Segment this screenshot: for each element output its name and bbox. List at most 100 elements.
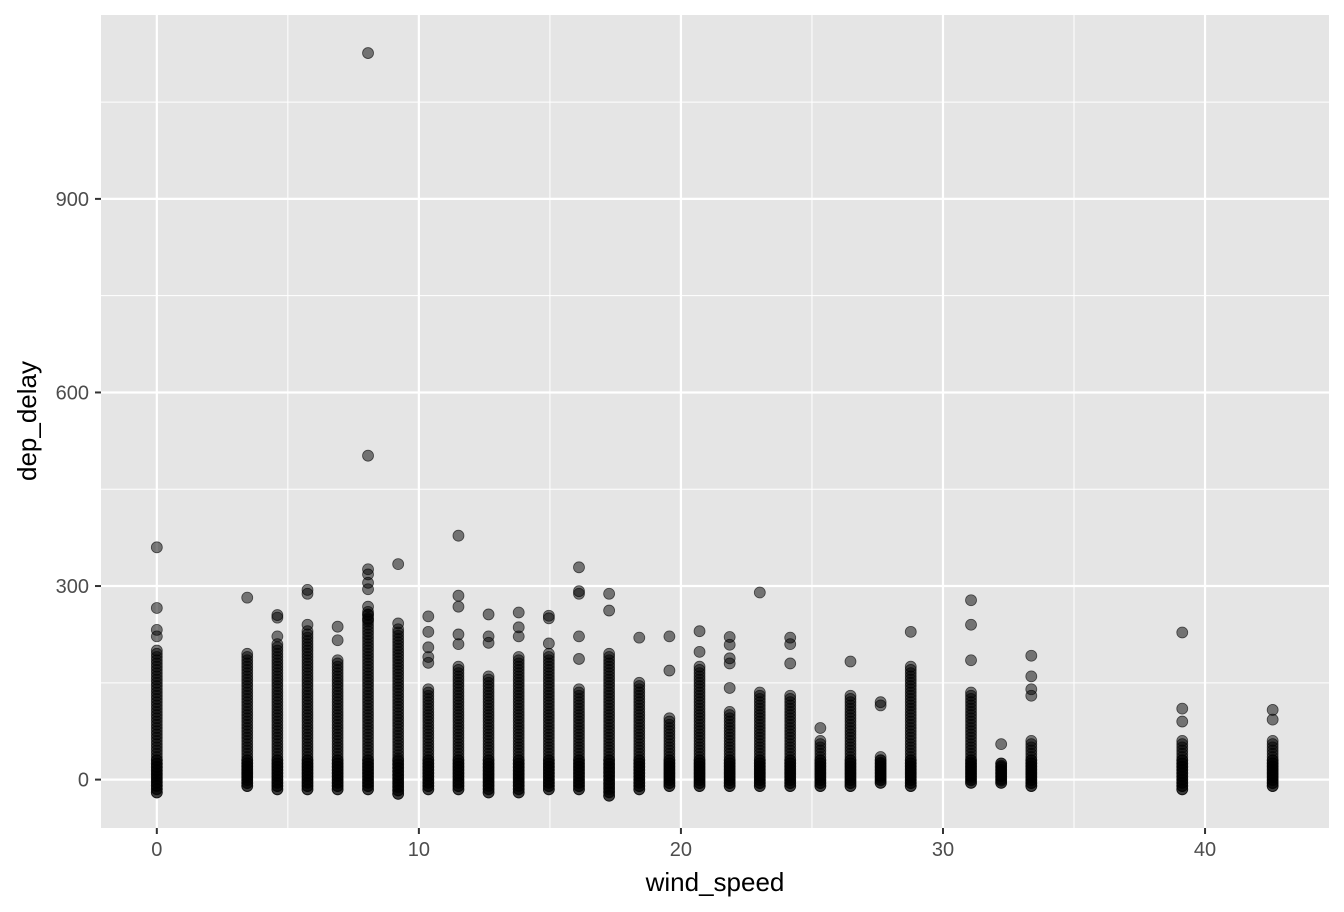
data-point — [995, 757, 1008, 770]
data-point — [542, 637, 555, 650]
data-point — [362, 613, 374, 626]
data-point — [301, 618, 314, 631]
data-point — [362, 47, 374, 59]
data-point — [753, 586, 766, 599]
data-point — [150, 644, 163, 657]
data-point — [331, 620, 344, 633]
data-points — [150, 47, 1279, 802]
data-point — [965, 654, 977, 667]
data-point — [1025, 670, 1038, 683]
data-point — [331, 654, 344, 667]
data-point — [1176, 715, 1189, 728]
data-point — [814, 722, 827, 734]
data-point — [573, 653, 585, 665]
data-point — [723, 705, 736, 718]
data-point — [573, 587, 585, 600]
x-tick-label: 20 — [670, 839, 692, 861]
data-point — [422, 625, 435, 638]
data-point — [995, 738, 1008, 751]
data-point — [784, 689, 797, 702]
data-point — [723, 682, 736, 694]
y-tick-label: 900 — [56, 189, 89, 211]
data-point — [1025, 649, 1038, 662]
x-tick-label: 0 — [151, 839, 162, 861]
data-point — [452, 589, 465, 602]
data-point — [301, 587, 314, 600]
data-point — [784, 657, 797, 670]
x-tick-label: 40 — [1194, 839, 1216, 861]
data-point — [331, 634, 344, 647]
y-tick-label: 600 — [56, 382, 89, 404]
data-point — [452, 660, 465, 673]
data-point — [814, 734, 827, 747]
data-point — [693, 625, 706, 638]
data-point — [603, 647, 616, 660]
data-point — [1025, 734, 1038, 747]
data-point — [904, 625, 917, 638]
data-point — [422, 683, 435, 696]
data-point — [512, 606, 525, 619]
y-axis-ticks: 0 300 600 900 — [56, 189, 101, 792]
data-point — [241, 591, 254, 604]
data-point — [573, 561, 585, 574]
data-point — [693, 645, 706, 658]
data-point — [150, 541, 163, 554]
data-point — [512, 651, 525, 663]
data-point — [965, 594, 977, 607]
data-point — [663, 630, 676, 643]
data-point — [844, 689, 857, 702]
data-point — [392, 558, 405, 570]
data-point — [723, 657, 736, 670]
data-point — [603, 604, 616, 617]
data-point — [874, 699, 887, 712]
data-point — [753, 686, 766, 699]
x-tick-label: 30 — [932, 839, 954, 861]
data-point — [512, 630, 525, 643]
data-point — [271, 611, 284, 624]
data-point — [874, 751, 887, 763]
data-point — [452, 638, 465, 651]
x-axis-title: wind_speed — [645, 867, 785, 897]
data-point — [603, 587, 616, 600]
data-point — [965, 618, 977, 631]
data-point — [1266, 734, 1279, 747]
data-point — [693, 660, 706, 673]
data-point — [723, 638, 736, 651]
data-point — [542, 612, 555, 625]
data-point — [1176, 734, 1189, 747]
data-point — [1266, 713, 1279, 726]
data-point — [422, 610, 435, 623]
data-point — [542, 647, 555, 660]
data-point — [1176, 702, 1189, 715]
data-point — [362, 449, 374, 462]
data-point — [362, 583, 374, 596]
data-point — [271, 630, 284, 643]
y-tick-label: 0 — [78, 770, 89, 792]
data-point — [663, 712, 676, 725]
data-point — [482, 670, 495, 683]
data-point — [844, 655, 857, 668]
data-point — [784, 638, 797, 651]
data-point — [392, 617, 405, 630]
x-axis-ticks: 0 10 20 30 40 — [151, 828, 1216, 861]
data-point — [452, 600, 465, 613]
data-point — [482, 636, 495, 649]
data-point — [241, 647, 254, 660]
y-tick-label: 300 — [56, 576, 89, 598]
data-point — [573, 630, 585, 643]
data-point — [1025, 689, 1038, 702]
data-point — [663, 664, 676, 677]
data-point — [633, 631, 646, 644]
data-point — [965, 686, 977, 699]
panel-background — [101, 15, 1329, 828]
data-point — [1176, 626, 1189, 639]
data-point — [150, 602, 163, 614]
data-point — [482, 608, 495, 621]
data-point — [904, 660, 917, 673]
data-point — [150, 630, 163, 643]
x-tick-label: 10 — [408, 839, 430, 861]
data-point — [422, 656, 435, 669]
data-point — [633, 676, 646, 689]
y-axis-title: dep_delay — [12, 361, 42, 481]
